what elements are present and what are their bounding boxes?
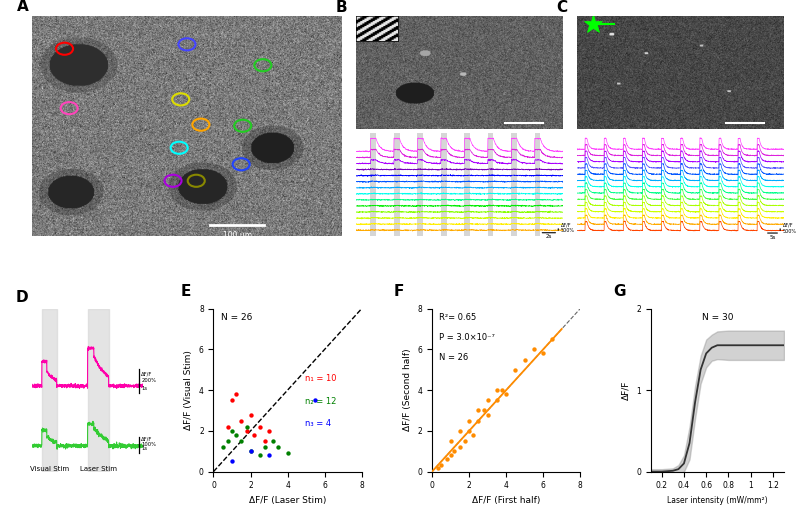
Text: A: A [17,0,28,14]
Point [454,427,466,435]
Point [444,451,457,460]
Point [435,461,448,470]
Text: P = 3.0×10⁻⁷: P = 3.0×10⁻⁷ [439,333,495,342]
Text: ΔF/F
100%: ΔF/F 100% [142,436,156,447]
Point [466,431,479,439]
Text: R²= 0.65: R²= 0.65 [439,313,477,322]
Bar [488,133,494,236]
Point [454,443,466,451]
Text: F: F [394,284,404,299]
Text: n₁ = 10: n₁ = 10 [306,374,337,383]
Text: B: B [336,0,347,15]
Text: ΔF/F
200%: ΔF/F 200% [142,372,156,383]
Text: Visual Stim: Visual Stim [30,466,69,473]
X-axis label: Laser intensity (mW/mm²): Laser intensity (mW/mm²) [667,496,768,505]
Bar [418,133,423,236]
Point [309,396,322,405]
X-axis label: ΔF/F (Laser Stim): ΔF/F (Laser Stim) [249,496,326,505]
Point [500,390,513,398]
Bar [464,133,470,236]
Text: D: D [15,290,28,305]
Point [266,437,279,445]
Point [496,386,509,394]
Text: 1s: 1s [142,386,147,391]
Bar [534,133,541,236]
Bar [42,309,57,472]
Point [462,417,475,425]
Point [241,427,254,435]
Point [431,463,444,472]
Point [222,422,234,431]
Point [222,437,234,445]
Point [226,396,238,405]
Point [244,447,257,455]
Point [482,396,494,405]
Text: 5s: 5s [770,235,776,239]
Point [490,396,503,405]
Point [441,455,454,464]
Point [527,345,540,354]
Text: Laser Stim: Laser Stim [79,466,117,473]
Point [254,422,266,431]
Text: n₃ = 4: n₃ = 4 [306,419,331,429]
Text: 100 μm: 100 μm [222,232,252,241]
Text: n₂ = 12: n₂ = 12 [306,397,337,406]
Text: G: G [614,284,626,299]
Point [482,410,494,419]
Point [244,410,257,419]
Text: N = 30: N = 30 [702,313,733,322]
Point [282,449,294,457]
Point [235,437,248,445]
Point [248,431,261,439]
Point [272,443,285,451]
Bar [441,133,446,236]
Y-axis label: ΔF/F: ΔF/F [622,380,630,400]
Y-axis label: ΔF/F (Visual Stim): ΔF/F (Visual Stim) [184,350,194,430]
Point [254,451,266,460]
Point [230,390,242,398]
X-axis label: ΔF/F (First half): ΔF/F (First half) [472,496,540,505]
Point [216,443,229,451]
Text: ΔF/F
500%: ΔF/F 500% [782,223,797,234]
Y-axis label: ΔF/F (Second half): ΔF/F (Second half) [403,349,412,431]
Point [490,386,503,394]
Point [244,447,257,455]
Point [459,437,472,445]
Bar [370,133,376,236]
Text: C: C [557,0,568,15]
Text: N = 26: N = 26 [221,313,252,322]
Point [241,422,254,431]
Text: N = 26: N = 26 [439,353,469,362]
Point [472,417,485,425]
Point [478,406,490,414]
Point [537,349,550,357]
Point [472,406,485,414]
Point [259,437,272,445]
Text: ΔF/F
500%: ΔF/F 500% [561,223,575,234]
Point [518,355,531,364]
Point [462,427,475,435]
Text: 1s: 1s [142,446,147,451]
Text: 2s: 2s [546,234,552,239]
Point [509,366,522,374]
Point [546,335,559,343]
Point [444,437,457,445]
Point [262,451,275,460]
Bar [394,133,399,236]
Point [226,427,238,435]
Bar [87,309,109,472]
Point [226,457,238,466]
Point [230,431,242,439]
Point [448,447,461,455]
Point [262,427,275,435]
Point [235,417,248,425]
Point [259,443,272,451]
Bar [511,133,517,236]
Text: E: E [181,284,191,299]
